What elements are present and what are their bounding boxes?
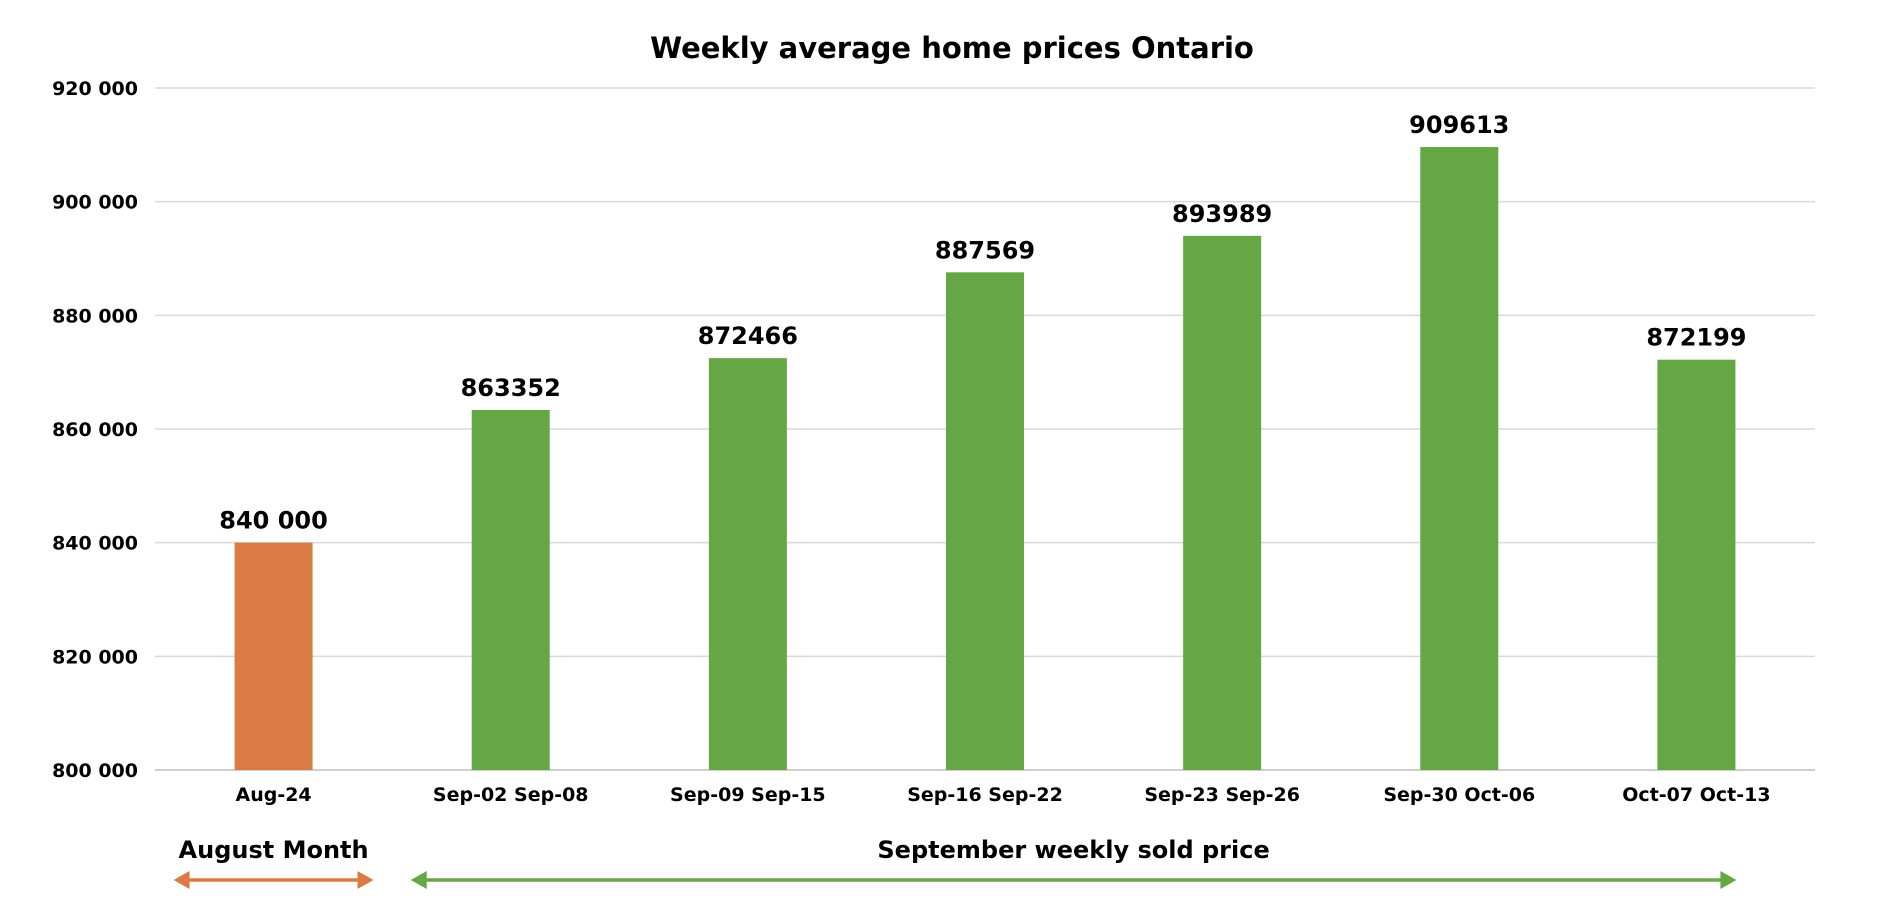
- x-axis-ticks: Aug-24 Sep-02 Sep-08 Sep-09 Sep-15 Sep-16 S…: [235, 784, 1770, 806]
- bar: [471, 409, 550, 770]
- x-tick-label: Sep-09 Sep-15: [670, 784, 826, 806]
- x-tick-label: Oct-07 Oct-13: [1622, 784, 1770, 806]
- y-tick-label: 880 000: [52, 305, 138, 327]
- data-label: 872199: [1646, 324, 1746, 352]
- x-tick-label: Sep-23 Sep-26: [1144, 784, 1300, 806]
- data-label: 872466: [698, 322, 798, 350]
- x-tick-label: Aug-24: [235, 784, 311, 806]
- y-tick-label: 900 000: [52, 192, 138, 214]
- bar: [1183, 235, 1262, 771]
- y-tick-label: 920 000: [52, 78, 138, 100]
- range-annotations: August Month September weekly sold price: [173, 836, 1737, 889]
- bar: [708, 358, 787, 770]
- bar: [1657, 359, 1736, 770]
- y-tick-label: 820 000: [52, 646, 138, 668]
- data-label: 863352: [461, 374, 561, 402]
- bar: [946, 272, 1024, 770]
- range-arrow-head-right: [1720, 871, 1737, 889]
- range-label: September weekly sold price: [877, 836, 1269, 864]
- range-arrow: August Month: [173, 836, 374, 889]
- bar: [234, 542, 313, 770]
- bar: [1420, 147, 1499, 770]
- data-labels: 840 000 863352 872466 887569 893989 909613 872…: [219, 111, 1746, 535]
- range-label: August Month: [179, 836, 369, 864]
- range-arrow: September weekly sold price: [410, 836, 1737, 889]
- y-tick-label: 840 000: [52, 533, 138, 555]
- y-tick-label: 860 000: [52, 419, 138, 441]
- chart-title: Weekly average home prices Ontario: [650, 31, 1254, 65]
- range-arrow-head-left: [173, 871, 190, 889]
- x-tick-label: Sep-30 Oct-06: [1383, 784, 1535, 806]
- data-label: 909613: [1409, 111, 1509, 139]
- data-label: 840 000: [219, 507, 328, 535]
- data-label: 887569: [935, 236, 1035, 264]
- y-tick-label: 800 000: [52, 760, 138, 782]
- y-axis-ticks: 800 000 820 000 840 000 860 000 880 000 900 0…: [52, 78, 138, 782]
- range-arrow-head-left: [410, 871, 427, 889]
- bars: [234, 147, 1736, 771]
- x-tick-label: Sep-16 Sep-22: [907, 784, 1063, 806]
- data-label: 893989: [1172, 200, 1272, 228]
- x-tick-label: Sep-02 Sep-08: [433, 784, 589, 806]
- range-arrow-head-right: [357, 871, 374, 889]
